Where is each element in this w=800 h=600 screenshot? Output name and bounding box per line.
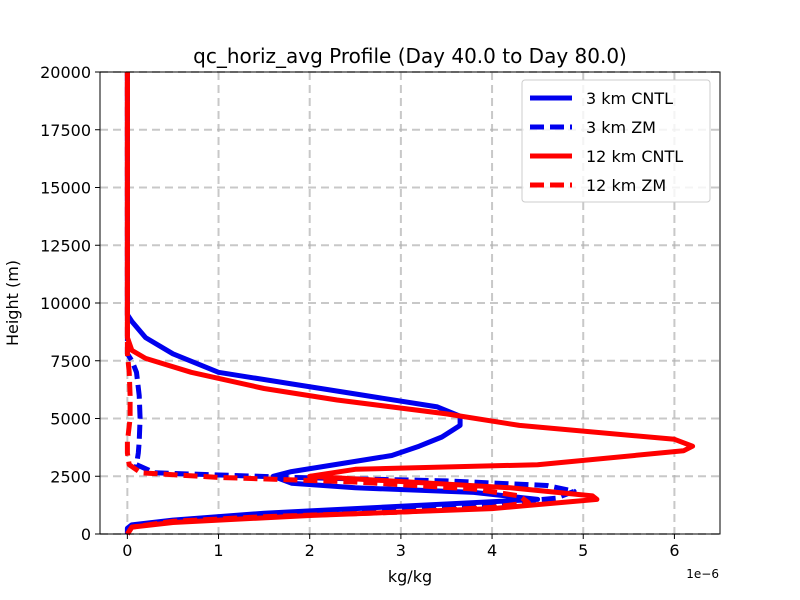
- legend-label-12-km-zm: 12 km ZM: [586, 176, 666, 195]
- series-line-12-km-zm: [124, 72, 531, 536]
- legend-box: [521, 79, 711, 203]
- x-tick-label: 1: [213, 541, 223, 560]
- y-tick-label: 7500: [50, 352, 91, 371]
- ticks: 0 1 2 3 4 5 6 0 2500 5000 7500 10000 12500 15000 17500…: [40, 63, 679, 560]
- x-tick-label: 2: [305, 541, 315, 560]
- y-tick-label: 17500: [40, 121, 91, 140]
- x-axis-label: kg/kg: [388, 567, 432, 586]
- legend: 3 km CNTL 3 km ZM 12 km CNTL 12 km ZM: [521, 79, 711, 203]
- x-tick-label: 4: [487, 541, 497, 560]
- x-axis-offset-label: 1e−6: [686, 567, 719, 581]
- x-tick-label: 5: [578, 541, 588, 560]
- y-axis-label: Height (m): [3, 260, 22, 346]
- legend-label-3-km-zm: 3 km ZM: [586, 118, 656, 137]
- grid: [100, 71, 720, 535]
- x-tick-label: 3: [396, 541, 406, 560]
- x-tick-label: 0: [122, 541, 132, 560]
- chart-title: qc_horiz_avg Profile (Day 40.0 to Day 80…: [193, 44, 627, 68]
- series-lines: [124, 72, 696, 536]
- y-tick-label: 0: [81, 525, 91, 544]
- y-tick-label: 15000: [40, 179, 91, 198]
- legend-label-3-km-cntl: 3 km CNTL: [586, 89, 673, 108]
- x-tick-label: 6: [669, 541, 679, 560]
- y-tick-label: 12500: [40, 236, 91, 255]
- y-tick-label: 10000: [40, 294, 91, 313]
- y-tick-label: 20000: [40, 63, 91, 82]
- legend-label-12-km-cntl: 12 km CNTL: [586, 147, 683, 166]
- y-tick-label: 5000: [50, 410, 91, 429]
- y-tick-label: 2500: [50, 467, 91, 486]
